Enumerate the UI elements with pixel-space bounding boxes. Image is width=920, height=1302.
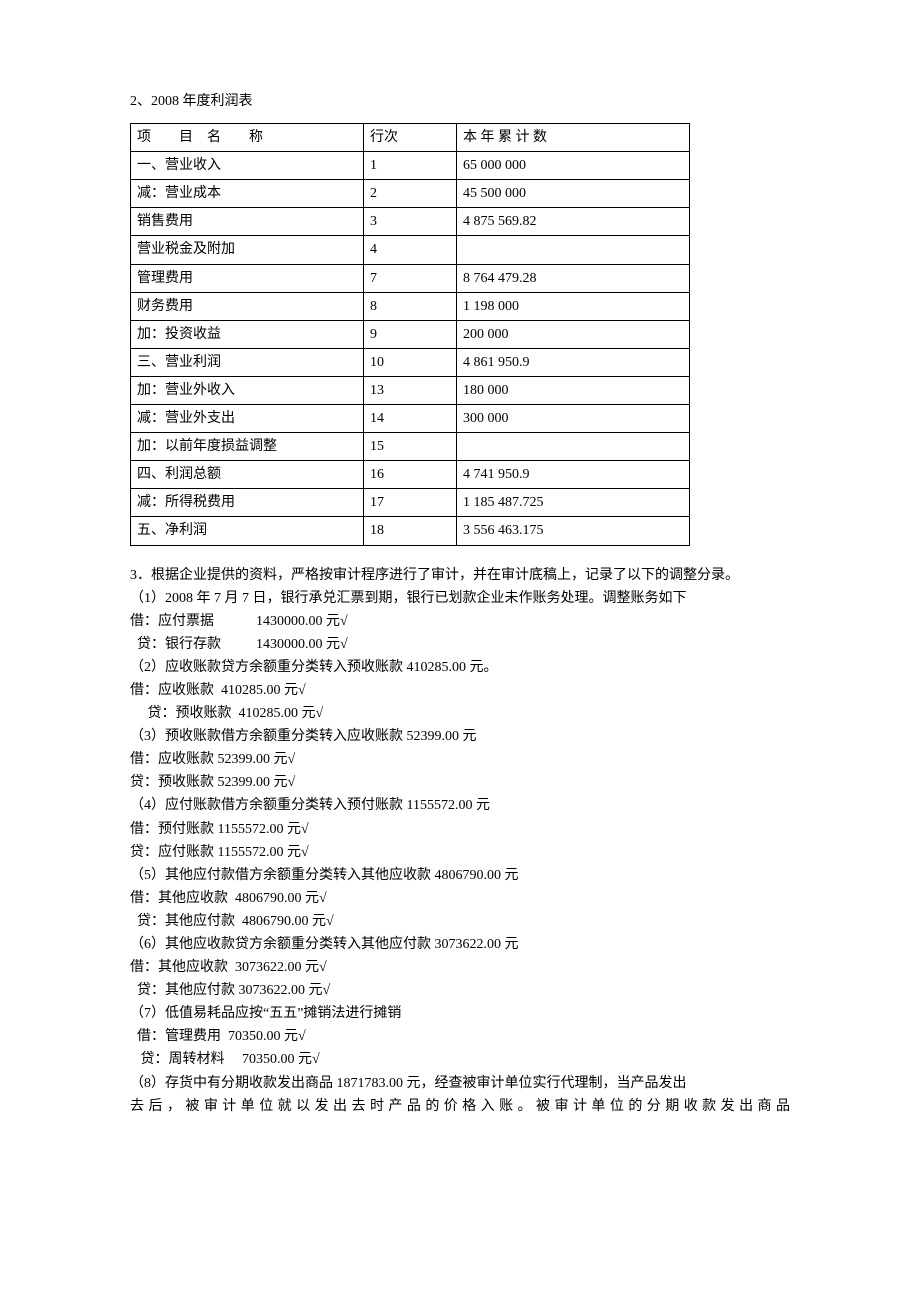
cell-line: 8: [364, 292, 457, 320]
table-header-row: 项 目 名 称 行次 本 年 累 计 数: [131, 124, 690, 152]
cell-name: 加：以前年度损益调整: [131, 433, 364, 461]
entry-6-title: （6）其他应收款贷方余额重分类转入其他应付款 3073622.00 元: [130, 933, 790, 956]
cell-line: 2: [364, 180, 457, 208]
entry-3-title: （3）预收账款借方余额重分类转入应收账款 52399.00 元: [130, 725, 790, 748]
cell-value: 65 000 000: [457, 152, 690, 180]
cell-line: 16: [364, 461, 457, 489]
cell-line: 9: [364, 320, 457, 348]
cell-name: 减：营业成本: [131, 180, 364, 208]
entry-4-credit: 贷：应付账款 1155572.00 元√: [130, 841, 790, 864]
cell-value: 4 861 950.9: [457, 348, 690, 376]
entry-4-title: （4）应付账款借方余额重分类转入预付账款 1155572.00 元: [130, 794, 790, 817]
table-row: 加：以前年度损益调整15: [131, 433, 690, 461]
entry-1-credit: 贷：银行存款 1430000.00 元√: [130, 633, 790, 656]
entry-4-debit: 借：预付账款 1155572.00 元√: [130, 818, 790, 841]
cell-line: 17: [364, 489, 457, 517]
cell-value: 8 764 479.28: [457, 264, 690, 292]
entry-5-debit: 借：其他应收款 4806790.00 元√: [130, 887, 790, 910]
entry-3-debit: 借：应收账款 52399.00 元√: [130, 748, 790, 771]
table-row: 加：投资收益9200 000: [131, 320, 690, 348]
cell-name: 销售费用: [131, 208, 364, 236]
entry-3-credit: 贷：预收账款 52399.00 元√: [130, 771, 790, 794]
entry-8-line1: （8）存货中有分期收款发出商品 1871783.00 元，经查被审计单位实行代理…: [130, 1072, 790, 1095]
section-title: 2、2008 年度利润表: [130, 90, 790, 113]
cell-line: 3: [364, 208, 457, 236]
table-row: 减：营业外支出14300 000: [131, 405, 690, 433]
entry-1-debit: 借：应付票据 1430000.00 元√: [130, 610, 790, 633]
cell-value: 300 000: [457, 405, 690, 433]
cell-value: 3 556 463.175: [457, 517, 690, 545]
cell-name: 三、营业利润: [131, 348, 364, 376]
cell-name: 加：投资收益: [131, 320, 364, 348]
entry-5-title: （5）其他应付款借方余额重分类转入其他应收款 4806790.00 元: [130, 864, 790, 887]
cell-name: 五、净利润: [131, 517, 364, 545]
cell-name: 加：营业外收入: [131, 376, 364, 404]
entry-7-debit: 借：管理费用 70350.00 元√: [130, 1025, 790, 1048]
paragraph-3: 3．根据企业提供的资料，严格按审计程序进行了审计，并在审计底稿上，记录了以下的调…: [130, 564, 790, 587]
entry-5-credit: 贷：其他应付款 4806790.00 元√: [130, 910, 790, 933]
income-statement-table: 项 目 名 称 行次 本 年 累 计 数 一、营业收入165 000 000 减…: [130, 123, 690, 545]
cell-name: 减：所得税费用: [131, 489, 364, 517]
cell-value: [457, 236, 690, 264]
cell-name: 减：营业外支出: [131, 405, 364, 433]
cell-value: 1 198 000: [457, 292, 690, 320]
entry-8-line2: 去后，被审计单位就以发出去时产品的价格入账。被审计单位的分期收款发出商品: [130, 1095, 790, 1118]
entry-7-title: （7）低值易耗品应按“五五”摊销法进行摊销: [130, 1002, 790, 1025]
table-row: 销售费用34 875 569.82: [131, 208, 690, 236]
cell-line: 4: [364, 236, 457, 264]
entry-1-title: （1）2008 年 7 月 7 日，银行承兑汇票到期，银行已划款企业未作账务处理…: [130, 587, 790, 610]
table-row: 加：营业外收入13180 000: [131, 376, 690, 404]
cell-line: 10: [364, 348, 457, 376]
table-row: 四、利润总额164 741 950.9: [131, 461, 690, 489]
header-line-no: 行次: [364, 124, 457, 152]
cell-name: 管理费用: [131, 264, 364, 292]
cell-value: [457, 433, 690, 461]
cell-value: 45 500 000: [457, 180, 690, 208]
header-item-name: 项 目 名 称: [131, 124, 364, 152]
cell-value: 1 185 487.725: [457, 489, 690, 517]
table-row: 五、净利润183 556 463.175: [131, 517, 690, 545]
entry-6-debit: 借：其他应收款 3073622.00 元√: [130, 956, 790, 979]
entry-2-title: （2）应收账款贷方余额重分类转入预收账款 410285.00 元。: [130, 656, 790, 679]
table-row: 减：营业成本245 500 000: [131, 180, 690, 208]
cell-line: 18: [364, 517, 457, 545]
cell-name: 财务费用: [131, 292, 364, 320]
entry-7-credit: 贷：周转材料 70350.00 元√: [130, 1048, 790, 1071]
table-row: 三、营业利润104 861 950.9: [131, 348, 690, 376]
cell-value: 4 741 950.9: [457, 461, 690, 489]
cell-value: 200 000: [457, 320, 690, 348]
cell-name: 营业税金及附加: [131, 236, 364, 264]
table-row: 减：所得税费用171 185 487.725: [131, 489, 690, 517]
cell-line: 15: [364, 433, 457, 461]
entry-2-credit: 贷：预收账款 410285.00 元√: [130, 702, 790, 725]
table-row: 营业税金及附加4: [131, 236, 690, 264]
table-row: 管理费用78 764 479.28: [131, 264, 690, 292]
cell-line: 13: [364, 376, 457, 404]
cell-line: 1: [364, 152, 457, 180]
cell-line: 7: [364, 264, 457, 292]
entry-6-credit: 贷：其他应付款 3073622.00 元√: [130, 979, 790, 1002]
cell-name: 四、利润总额: [131, 461, 364, 489]
header-ytd: 本 年 累 计 数: [457, 124, 690, 152]
cell-line: 14: [364, 405, 457, 433]
cell-name: 一、营业收入: [131, 152, 364, 180]
table-row: 一、营业收入165 000 000: [131, 152, 690, 180]
entry-2-debit: 借：应收账款 410285.00 元√: [130, 679, 790, 702]
cell-value: 4 875 569.82: [457, 208, 690, 236]
cell-value: 180 000: [457, 376, 690, 404]
table-row: 财务费用81 198 000: [131, 292, 690, 320]
